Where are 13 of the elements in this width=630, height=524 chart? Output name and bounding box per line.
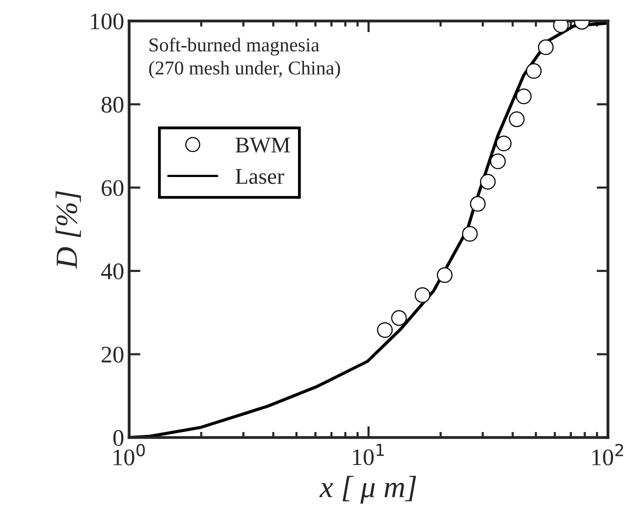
y-axis-title: D [%]: [56, 191, 81, 270]
legend-label: Laser: [236, 169, 284, 184]
y-tick-label: 100: [90, 13, 124, 30]
legend-label: BWM: [236, 138, 290, 153]
y-tick-label: 20: [102, 346, 124, 363]
y-tick-label: 0: [113, 430, 124, 446]
x-tick-label: 10$^{2}$: [592, 444, 624, 466]
y-tick-label: 80: [102, 96, 124, 113]
x-axis-title: x [ μ m]: [319, 476, 416, 504]
annotation: Soft-burned magnesia (270 mesh under, China): [149, 38, 340, 79]
y-tick-label: 60: [102, 180, 124, 196]
x-tick-label: 10$^{1}$: [353, 444, 384, 466]
y-tick-label: 40: [101, 263, 124, 280]
